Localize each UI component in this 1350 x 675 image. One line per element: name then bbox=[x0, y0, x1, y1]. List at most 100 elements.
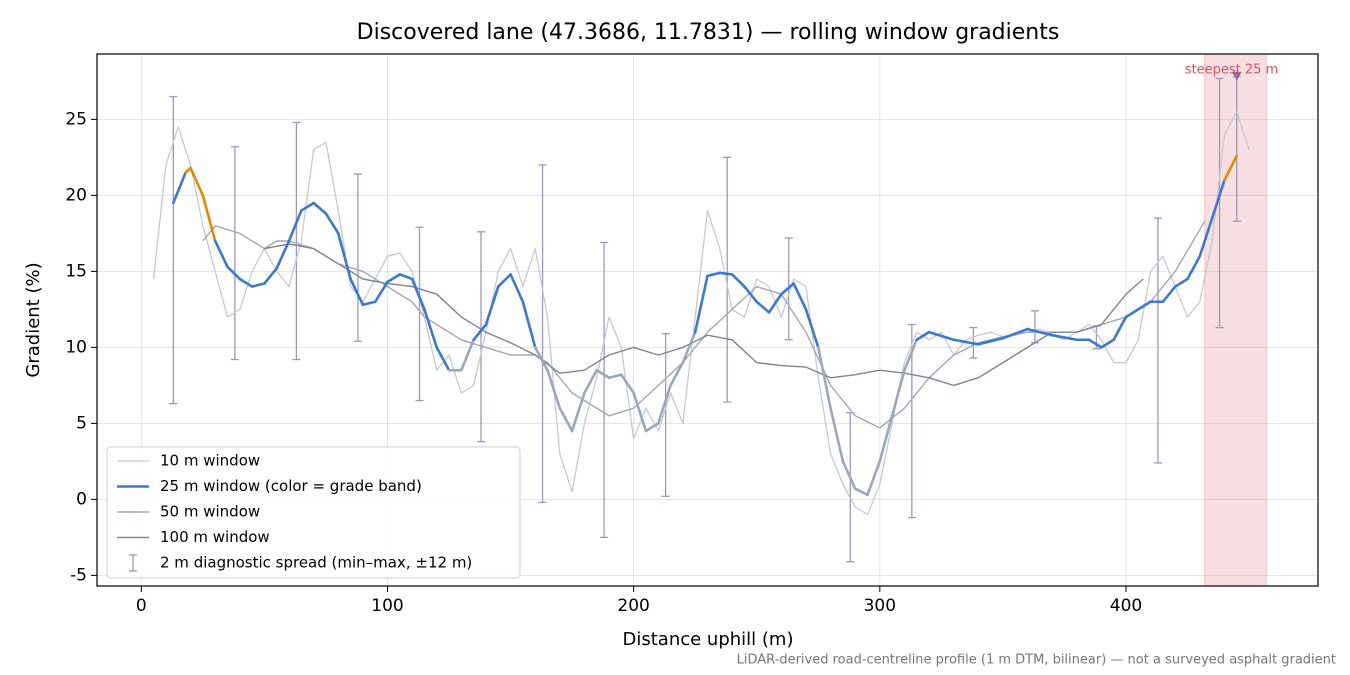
line-segment bbox=[336, 232, 352, 281]
line-segment bbox=[780, 282, 795, 296]
line-segment bbox=[656, 384, 672, 425]
line-segment bbox=[1223, 154, 1239, 182]
line-segment bbox=[172, 171, 187, 205]
line-segment bbox=[595, 368, 611, 380]
line-segment bbox=[263, 267, 279, 285]
y-tick-label: 0 bbox=[76, 489, 87, 509]
x-tick-label: 300 bbox=[864, 596, 896, 616]
line-segment bbox=[976, 336, 1005, 346]
line-segment bbox=[620, 373, 635, 395]
line-segment bbox=[472, 323, 488, 342]
legend-label: 100 m window bbox=[160, 528, 270, 546]
line-segment bbox=[1186, 254, 1202, 281]
steepest-marker bbox=[1231, 71, 1242, 81]
line-segment bbox=[1026, 327, 1054, 337]
line-segment bbox=[1173, 277, 1189, 288]
line-segment bbox=[718, 271, 734, 276]
error-bar bbox=[477, 231, 486, 443]
line-segment bbox=[952, 338, 980, 346]
line-segment bbox=[866, 460, 882, 497]
legend-label: 10 m window bbox=[160, 452, 260, 470]
error-bar bbox=[353, 173, 362, 342]
line-segment bbox=[213, 239, 229, 269]
x-tick-label: 400 bbox=[1110, 596, 1142, 616]
line-segment bbox=[570, 391, 586, 433]
x-tick-label: 200 bbox=[617, 596, 649, 616]
line-segment bbox=[693, 274, 709, 334]
line-segment bbox=[546, 368, 562, 410]
footnote: LiDAR-derived road-centreline profile (1… bbox=[737, 653, 1336, 668]
line-segment bbox=[927, 330, 955, 342]
line-segment bbox=[1161, 285, 1177, 304]
line-segment bbox=[1001, 327, 1029, 340]
y-tick-label: 10 bbox=[65, 337, 87, 357]
line-segment bbox=[755, 300, 771, 314]
line-segment bbox=[1198, 216, 1214, 258]
error-bar bbox=[538, 164, 547, 504]
line-segment bbox=[361, 300, 377, 307]
line-segment bbox=[792, 282, 808, 311]
line-segment bbox=[287, 209, 303, 243]
line-segment bbox=[841, 460, 857, 491]
plot-frame bbox=[96, 53, 1319, 587]
line-segment bbox=[386, 273, 402, 284]
line-segment bbox=[644, 422, 660, 433]
line-segment bbox=[410, 277, 426, 311]
error-bar bbox=[1215, 77, 1224, 329]
line bbox=[202, 220, 1206, 429]
y-tick-label: 15 bbox=[65, 261, 87, 281]
line-segment bbox=[300, 201, 315, 212]
line-segment bbox=[250, 282, 266, 288]
line-segment bbox=[521, 300, 537, 349]
x-tick-label: 0 bbox=[136, 596, 147, 616]
line-segment bbox=[1124, 300, 1152, 319]
line-segment bbox=[435, 346, 451, 372]
error-bar bbox=[415, 226, 424, 402]
line bbox=[264, 243, 1144, 387]
line-segment bbox=[509, 273, 525, 304]
chart-title: Discovered lane (47.3686, 11.7831) — rol… bbox=[357, 20, 1060, 45]
line-segment bbox=[349, 277, 365, 307]
line-segment bbox=[669, 361, 685, 387]
error-bar bbox=[1030, 310, 1039, 344]
x-tick-label: 100 bbox=[371, 596, 403, 616]
line-segment bbox=[804, 308, 820, 349]
line-segment bbox=[1100, 338, 1115, 349]
x-axis-label: Distance uphill (m) bbox=[623, 629, 794, 650]
error-bar bbox=[907, 323, 916, 519]
y-tick-label: 25 bbox=[65, 109, 87, 129]
line-segment bbox=[226, 265, 242, 281]
line-segment bbox=[681, 330, 697, 364]
line-segment bbox=[853, 487, 869, 497]
line-segment bbox=[1050, 333, 1079, 342]
y-tick-label: 5 bbox=[76, 413, 87, 433]
line-segment bbox=[829, 406, 845, 463]
error-bar bbox=[723, 156, 732, 403]
error-bar bbox=[292, 121, 301, 361]
line-segment bbox=[275, 239, 291, 270]
line-segment bbox=[706, 271, 722, 278]
line-segment bbox=[496, 273, 512, 288]
legend-box bbox=[106, 446, 521, 579]
line-segment bbox=[1112, 315, 1128, 342]
y-tick-label: -5 bbox=[70, 565, 87, 585]
line-segment bbox=[398, 273, 414, 281]
highlight-label: steepest 25 m bbox=[1185, 63, 1278, 78]
line-segment bbox=[373, 280, 389, 304]
error-bar bbox=[846, 412, 855, 563]
line-segment bbox=[816, 346, 832, 410]
line-segment bbox=[878, 414, 894, 463]
line-segment bbox=[607, 373, 623, 380]
line-segment bbox=[903, 338, 919, 372]
line-segment bbox=[730, 273, 746, 288]
line-segment bbox=[423, 308, 439, 349]
legend-label: 50 m window bbox=[160, 503, 260, 521]
line-segment bbox=[743, 285, 759, 304]
error-bar bbox=[230, 146, 239, 361]
line-segment bbox=[189, 166, 205, 197]
error-bar bbox=[661, 333, 670, 497]
line-segment bbox=[324, 212, 340, 235]
y-tick-label: 20 bbox=[65, 185, 87, 205]
error-bar bbox=[169, 95, 178, 405]
